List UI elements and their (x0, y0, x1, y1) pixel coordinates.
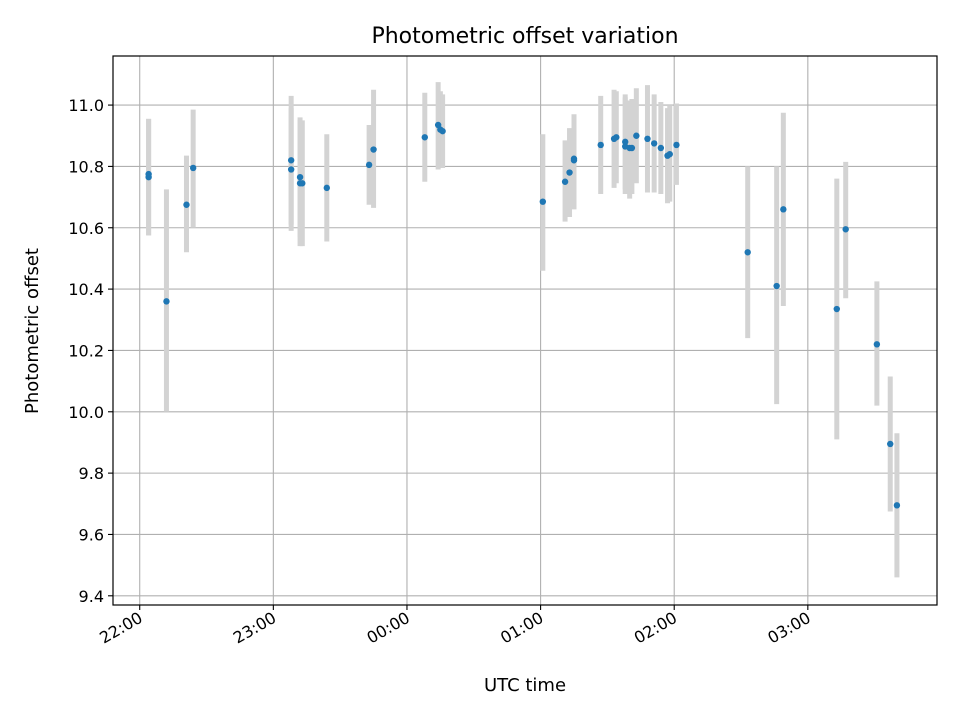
y-tick-label: 10.2 (68, 341, 104, 360)
data-point (673, 141, 680, 149)
data-point (370, 146, 377, 153)
data-point (163, 298, 170, 305)
y-tick-label: 10.6 (68, 219, 104, 238)
data-point (421, 134, 428, 141)
data-point (644, 135, 651, 143)
data-point (365, 161, 373, 169)
data-point (323, 184, 330, 192)
data-points (145, 121, 901, 509)
data-point (873, 341, 881, 348)
data-point (539, 198, 547, 205)
data-point (566, 169, 573, 176)
data-point (299, 180, 306, 187)
chart-title: Photometric offset variation (371, 24, 678, 49)
data-point (622, 138, 629, 146)
y-tick-label: 9.8 (79, 464, 104, 483)
data-point (833, 305, 840, 313)
data-point (887, 440, 894, 448)
y-tick-label: 11.0 (68, 96, 104, 115)
data-point (633, 132, 640, 139)
y-tick-label: 10.8 (68, 157, 104, 176)
data-point (650, 140, 658, 147)
x-axis-label: UTC time (484, 675, 566, 696)
data-point (666, 150, 673, 158)
plot-frame (112, 55, 938, 606)
y-tick-label: 10.0 (68, 403, 104, 422)
y-tick-label: 10.4 (68, 280, 104, 299)
data-point (780, 206, 787, 213)
grid (113, 56, 937, 605)
y-axis-ticks: 9.4 9.6 9.8 10.0 10.2 10.4 10.6 10.8 11.0 (68, 96, 113, 606)
data-point (183, 201, 190, 208)
data-point (561, 178, 569, 185)
data-point (296, 173, 304, 181)
data-point (613, 134, 620, 141)
data-point (657, 144, 665, 152)
data-point (287, 166, 295, 173)
data-point (628, 144, 636, 152)
data-point (189, 164, 197, 172)
y-tick-label: 9.4 (79, 587, 104, 606)
data-point (570, 157, 578, 164)
data-point (893, 502, 901, 509)
data-point (773, 282, 780, 290)
data-point (842, 226, 849, 233)
data-point (287, 157, 295, 164)
data-point (145, 170, 152, 178)
data-point (597, 141, 604, 149)
y-tick-label: 9.6 (79, 525, 104, 544)
data-point (439, 127, 446, 135)
y-axis-label: Photometric offset (22, 248, 43, 414)
data-point (744, 249, 751, 256)
